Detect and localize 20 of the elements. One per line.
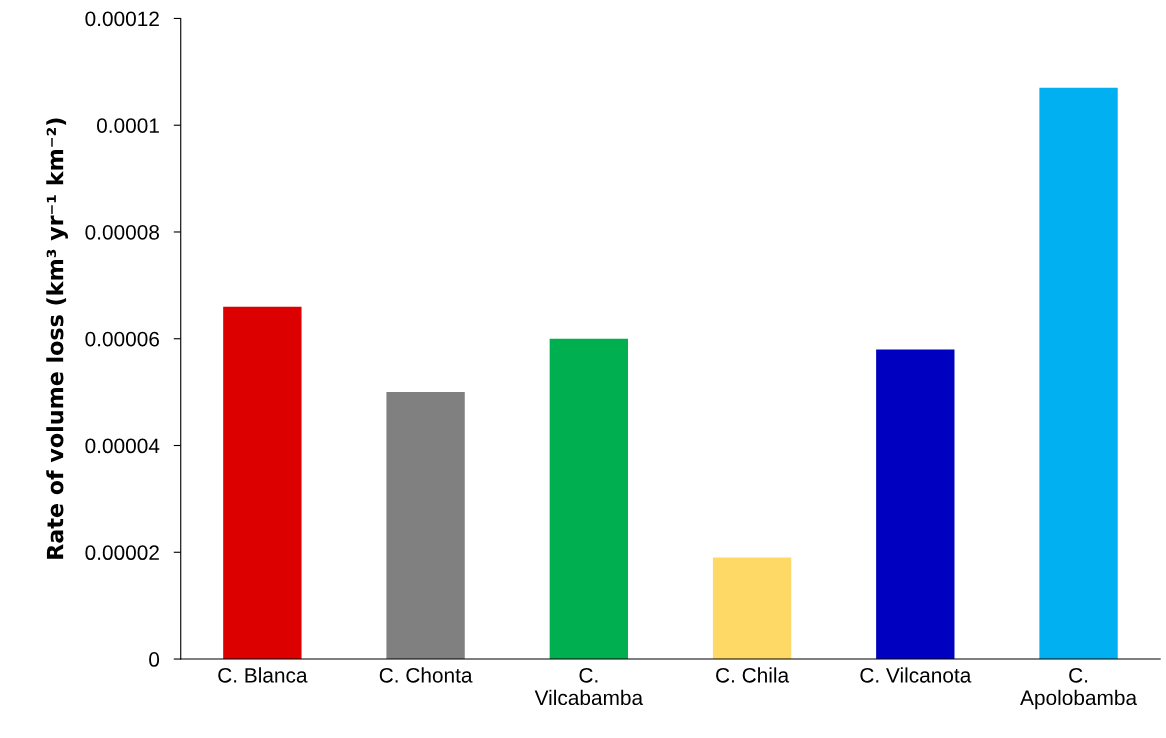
bar <box>1039 87 1118 660</box>
x-tick-label: C. Chila <box>716 667 790 683</box>
bar <box>876 349 955 660</box>
y-tick-label: 0.0001 <box>97 118 159 133</box>
x-tick-label: C. Vilcabamba <box>534 667 644 706</box>
y-tick-label: 0.00008 <box>85 224 159 240</box>
x-tick-label: C. Chonta <box>379 667 473 683</box>
y-axis-title: Rate of volume loss (km³ yr⁻¹ km⁻²) <box>46 118 68 559</box>
x-tick-label: C. Blanca <box>218 667 308 683</box>
y-tick-label: 0.00004 <box>85 438 160 454</box>
bar <box>386 392 465 660</box>
bar <box>712 557 792 660</box>
x-tick-label: C. Apolobamba <box>1020 667 1138 710</box>
bar <box>223 306 302 660</box>
y-tick-label: 0.00002 <box>85 545 159 561</box>
y-tick-label: 0.00006 <box>85 331 159 347</box>
y-tick-label: 0.00012 <box>85 11 159 27</box>
bar <box>549 338 629 660</box>
x-tick-label: C. Vilcanota <box>860 667 972 683</box>
y-tick-label: 0 <box>149 652 160 667</box>
